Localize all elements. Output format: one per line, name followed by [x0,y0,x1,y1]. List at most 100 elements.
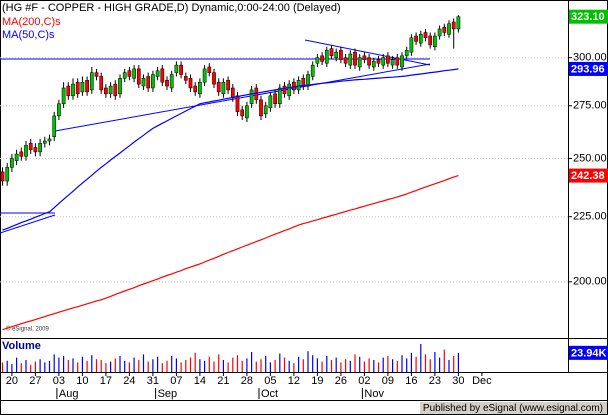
candle-body [404,50,409,57]
volume-bar [119,356,121,372]
candle-body [10,158,14,168]
volume-bar [142,354,145,372]
volume-bar [302,359,304,372]
candle-body [437,28,442,37]
volume-bar [218,354,220,372]
legend-entry: MA(200,C)s [2,16,61,28]
candle-body [99,76,104,91]
candle-body [179,64,183,75]
last-value-box [569,168,608,183]
volume-bar [340,362,342,372]
volume-bar [330,360,333,372]
candle-body [47,138,52,142]
last-value-box [569,9,608,24]
candle-body [456,16,461,30]
candle-body [277,87,282,105]
x-tick-label: 30 [452,375,464,387]
candle-body [362,55,367,60]
footer-bar [420,402,607,414]
volume-bar [345,359,347,372]
candle-body [207,66,212,73]
volume-bar [392,359,394,372]
candle-body [447,23,451,35]
candle-body [52,115,57,138]
volume-bar [124,360,126,372]
volume-bar [48,360,51,372]
candle-body [188,78,193,89]
legend-entry: MA(50,C)s [2,29,55,41]
candle-body [183,76,188,81]
volume-bar [222,360,224,372]
trendline [54,63,431,132]
trendline [304,39,431,66]
volume-bar [279,353,281,372]
x-tick-label: 20 [6,375,18,387]
volume-bar [58,357,60,372]
candle-body [249,89,254,105]
volume-bar [180,362,182,372]
candle-body [113,83,118,97]
volume-bar [189,357,192,372]
candle-body [240,109,245,117]
volume-bar [95,359,98,372]
volume-bar [312,355,314,372]
volume-bar [349,360,351,372]
volume-bar [260,359,262,372]
volume-bar [241,360,243,372]
candle-body [320,55,324,62]
candles [0,15,461,186]
volume-bar [213,361,215,372]
candle-body [57,103,61,117]
candle-body [230,87,235,99]
volume-bar [175,358,177,372]
volume-bar [114,358,116,372]
volume-bar [387,356,389,372]
month-label: Aug [59,388,79,400]
volume-bar [457,352,459,372]
volume-bar [34,361,36,372]
candle-body [127,70,132,77]
volume-bar [199,359,201,372]
volume-bar [283,357,286,372]
ma-line [2,175,459,331]
volume-bar [406,358,408,372]
candle-body [259,99,263,117]
volume-bar [401,355,403,372]
last-value-label: 23.94K [571,347,607,359]
volume-bars [1,344,459,372]
volume-bar [128,362,130,372]
volume-bar [110,361,112,372]
candle-body [94,72,99,77]
candle-body [169,74,174,89]
volume-bar [81,356,83,372]
volume-bar [6,360,8,372]
candle-body [376,59,381,64]
volume-bar [232,357,234,372]
volume-bar [72,358,74,372]
candle-body [414,35,418,42]
candle-body [66,85,71,97]
last-value-label: 323.10 [571,11,605,23]
candle-body [155,70,160,77]
volume-bar [382,357,384,372]
candle-body [108,85,113,95]
candle-body [315,57,320,64]
month-label: Nov [364,388,384,400]
volume-bar [410,352,412,372]
last-value-box [569,61,608,76]
volume-bar [251,352,253,372]
volume-bar [396,360,398,372]
volume-bar [11,364,13,372]
month-label: Sep [158,388,178,400]
candle-body [28,142,33,150]
y-tick-label: 250.00 [573,152,607,164]
volume-bar [161,363,163,372]
volume-bar [316,358,318,372]
volume-bar [269,362,271,372]
volume-bar [288,360,290,372]
candle-body [85,80,89,93]
volume-bar [434,352,436,372]
volume-label: Volume [2,340,41,352]
volume-bar [171,356,173,372]
